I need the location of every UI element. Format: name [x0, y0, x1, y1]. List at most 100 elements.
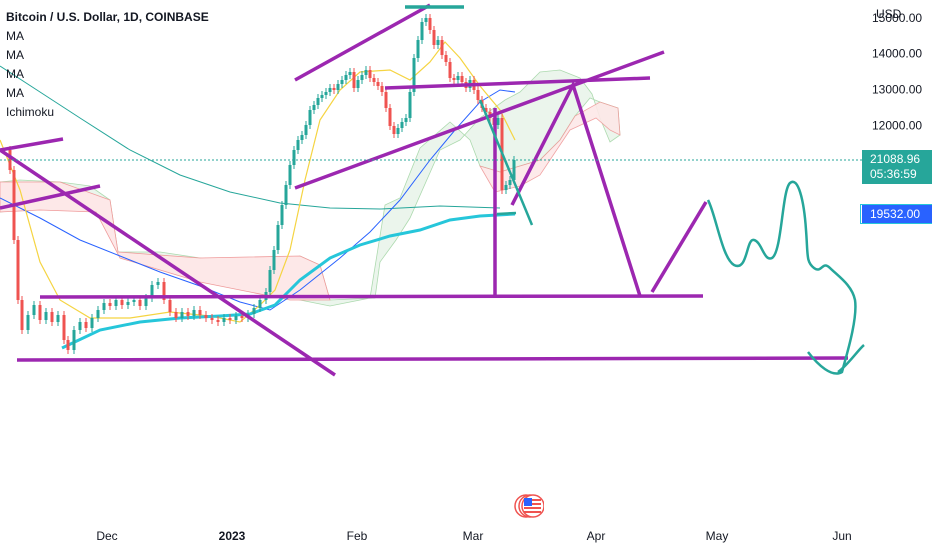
candle-body — [62, 315, 66, 340]
trend-line-down — [0, 148, 336, 377]
candle-body — [304, 125, 308, 135]
candle-body — [376, 82, 380, 86]
candle-body — [168, 300, 172, 312]
candle-body — [150, 285, 154, 298]
candle-body — [456, 76, 460, 80]
candle-body — [440, 40, 444, 55]
indicator-ma-4[interactable]: MA — [6, 86, 24, 100]
candle-body — [192, 310, 196, 316]
trend-drawings[interactable] — [0, 3, 865, 377]
candle-body — [476, 90, 480, 100]
symbol-title[interactable]: Bitcoin / U.S. Dollar, 1D, COINBASE — [6, 10, 209, 24]
candle-body — [78, 322, 82, 330]
last-price-tag: 21088.96 05:36:59 — [862, 150, 932, 184]
x-tick-label: Mar — [463, 529, 484, 543]
currency-label[interactable]: USD — [876, 7, 902, 21]
candle-body — [384, 92, 388, 108]
candle-body — [56, 315, 60, 322]
price-axis[interactable]: 24000.0023000.0022000.0020000.0019000.00… — [872, 0, 922, 133]
candle-body — [186, 312, 190, 316]
candle-body — [328, 88, 332, 92]
candle-body — [198, 310, 202, 315]
support-line-upper — [39, 294, 704, 299]
candle-body — [340, 80, 344, 84]
indicator-ma-3[interactable]: MA — [6, 67, 24, 81]
us-flag-icon[interactable] — [514, 494, 544, 518]
candle-body — [424, 18, 428, 22]
candle-body — [132, 300, 136, 302]
ma-fast-line — [0, 41, 516, 323]
candle-body — [320, 95, 324, 98]
candle-body — [460, 76, 464, 82]
candle-body — [432, 30, 436, 45]
x-tick-label: Dec — [96, 529, 117, 543]
candle-body — [252, 308, 256, 314]
candle-body — [272, 250, 276, 270]
candle-body — [210, 318, 214, 320]
candle-body — [292, 150, 296, 165]
candle-body — [356, 80, 360, 88]
indicator-ichimoku[interactable]: Ichimoku — [6, 105, 55, 119]
candle-body — [416, 40, 420, 58]
ma-value-tag: 19532.00 — [862, 205, 932, 223]
candle-body — [280, 205, 284, 225]
candle-body — [412, 58, 416, 92]
candle-body — [308, 110, 312, 125]
candle-body — [336, 84, 340, 90]
x-tick-label: Apr — [587, 529, 606, 543]
candle-body — [380, 86, 384, 92]
candle-body — [156, 282, 160, 285]
candle-body — [372, 78, 376, 82]
support-line-lower — [16, 356, 849, 362]
bar-countdown: 05:36:59 — [870, 167, 917, 181]
ma-slow-line — [0, 65, 501, 210]
candle-body — [20, 300, 24, 330]
candle-body — [504, 185, 508, 190]
candle-body — [404, 118, 408, 122]
candle-body — [72, 330, 76, 350]
candle-body — [396, 128, 400, 134]
candle-body — [174, 312, 178, 318]
candle-body — [420, 22, 424, 40]
indicator-ma-2[interactable]: MA — [6, 48, 24, 62]
candle-body — [496, 118, 500, 125]
candle-body — [180, 312, 184, 318]
candle-body — [324, 92, 328, 95]
candle-body — [344, 75, 348, 80]
projection-path-purple — [510, 80, 642, 297]
time-axis[interactable]: Dec 2023 Feb Mar Apr May Jun — [96, 529, 851, 543]
candle-body — [162, 282, 166, 300]
candle-body — [352, 72, 356, 88]
candle-body — [512, 160, 516, 180]
y-tick-label: 13000.00 — [872, 83, 922, 97]
candle-body — [364, 70, 368, 75]
candle-body — [120, 300, 124, 305]
candle-body — [114, 300, 118, 306]
candle-body — [288, 165, 292, 185]
candle-body — [32, 305, 36, 315]
candle-body — [102, 303, 106, 310]
candle-body — [44, 312, 48, 320]
candle-body — [428, 18, 432, 30]
candle-body — [8, 150, 12, 170]
candle-body — [222, 318, 226, 322]
candle-body — [444, 55, 448, 62]
candle-body — [388, 108, 392, 126]
x-tick-label: Jun — [832, 529, 851, 543]
candle-body — [38, 305, 42, 320]
candle-body — [284, 185, 288, 205]
indicator-ma-1[interactable]: MA — [6, 29, 24, 43]
candle-body — [204, 315, 208, 318]
candle-body — [240, 316, 244, 318]
last-price: 21088.96 — [870, 152, 921, 166]
x-tick-label: Feb — [347, 529, 368, 543]
candle-body — [90, 318, 94, 328]
candle-body — [258, 300, 262, 308]
candle-body — [26, 315, 30, 330]
candle-body — [312, 105, 316, 110]
candle-body — [408, 92, 412, 118]
candle-body — [144, 298, 148, 306]
candle-body — [452, 78, 456, 80]
candle-body — [392, 126, 396, 134]
